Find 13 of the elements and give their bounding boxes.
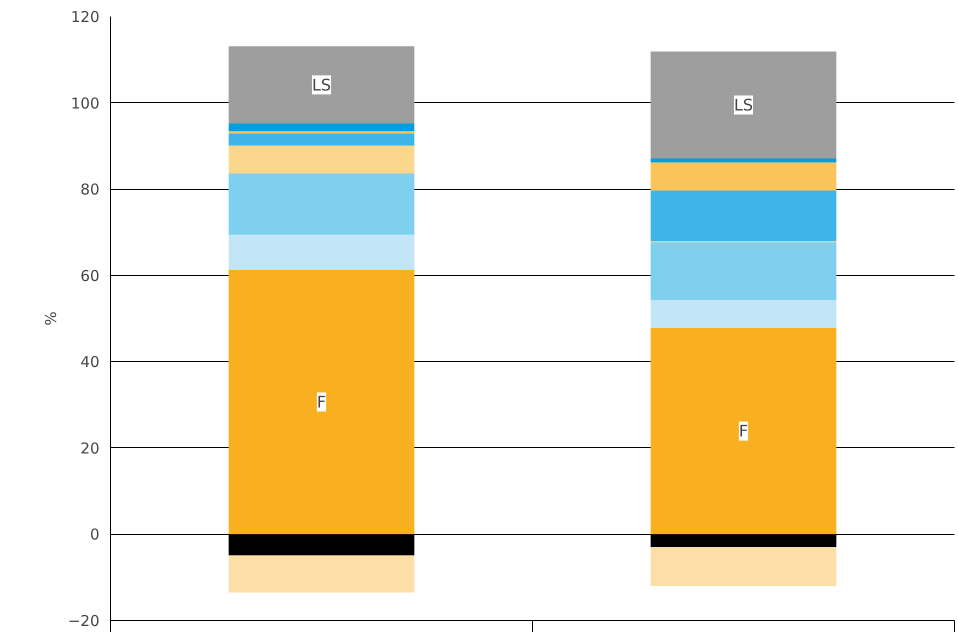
- y-tick-label: 20: [80, 439, 100, 458]
- series-label: F: [316, 392, 326, 412]
- text: F: [738, 422, 748, 441]
- y-tick-label: 120: [70, 8, 100, 26]
- y-axis-title: %: [42, 311, 60, 326]
- y-tick-label: 60: [80, 266, 100, 285]
- y-tick-label: 40: [80, 353, 100, 372]
- y-tick-label: 0: [90, 526, 100, 544]
- y-tick-label: −20: [68, 612, 100, 630]
- series-label: LS: [312, 75, 332, 94]
- text: LS: [734, 95, 754, 114]
- y-tick-label: 100: [70, 94, 100, 112]
- y-tick-label: 80: [80, 180, 100, 199]
